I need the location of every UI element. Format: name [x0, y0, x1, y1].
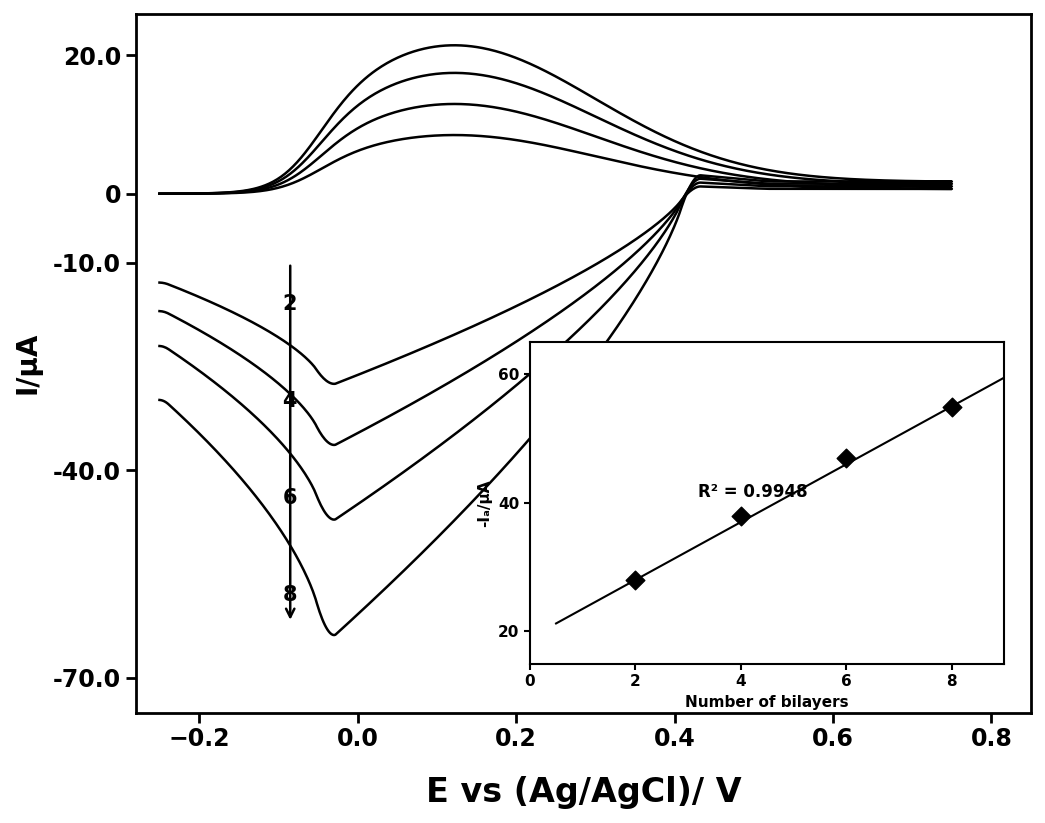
Text: 4: 4	[282, 391, 297, 412]
Text: 2: 2	[282, 295, 297, 314]
X-axis label: E vs (Ag/AgCl)/ V: E vs (Ag/AgCl)/ V	[425, 776, 741, 809]
Text: 6: 6	[282, 488, 297, 508]
Text: 8: 8	[282, 585, 297, 605]
Y-axis label: I/μA: I/μA	[14, 332, 42, 394]
